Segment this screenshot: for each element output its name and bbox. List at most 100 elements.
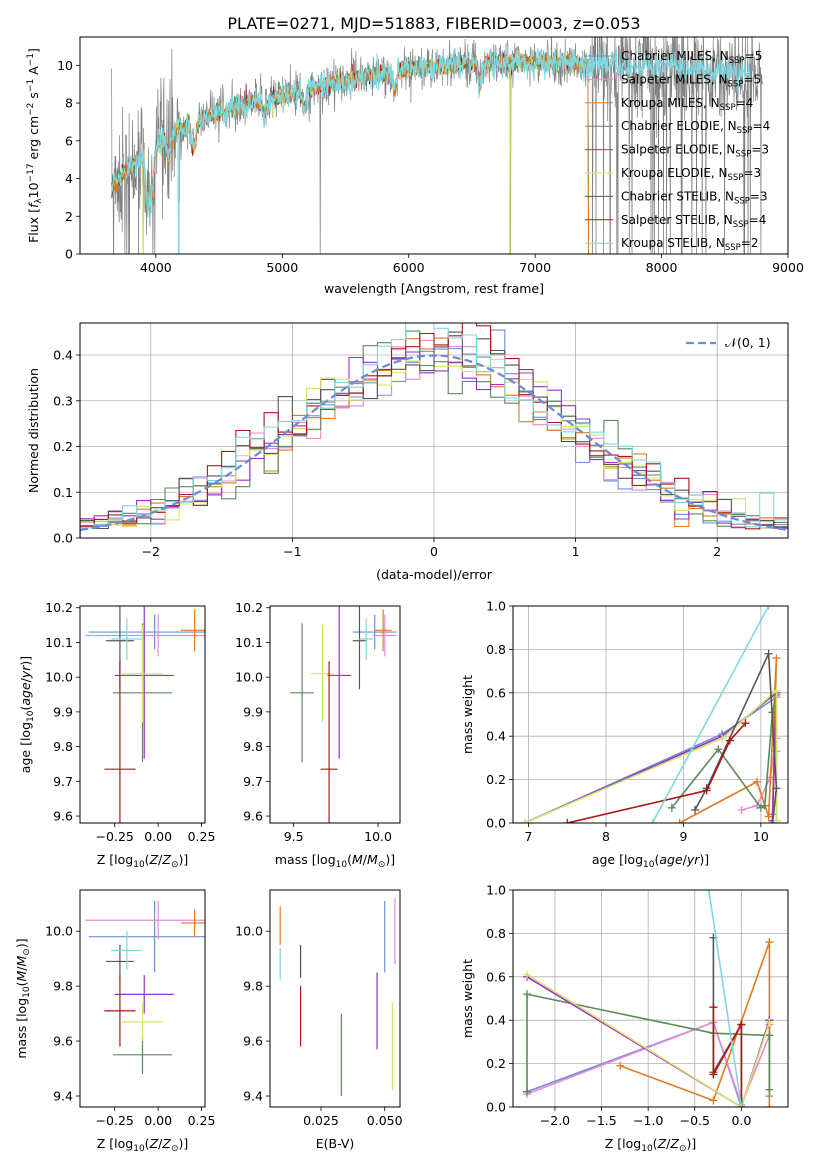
x-tick-label: 0.00 — [144, 1113, 172, 1128]
series-marker-chabrier_elodie — [714, 745, 723, 754]
label-part: Z — [149, 1136, 159, 1151]
x-tick-label: −0.25 — [96, 829, 134, 844]
weight_vs_age-ylabel: mass weight — [460, 675, 475, 754]
series-line-kroupa_elodie — [526, 973, 771, 1107]
legend-text: Salpeter STELIB, N — [621, 213, 733, 227]
legend-value: =5 — [743, 72, 761, 86]
label-part: s — [26, 92, 41, 103]
weight_vs_z-ylabel: mass weight — [460, 959, 475, 1038]
age_vs_z-plot — [85, 606, 205, 823]
legend-label: Salpeter STELIB, NSSP=4 — [621, 213, 766, 230]
y-tick-label: 0.6 — [486, 969, 506, 984]
legend-sub: SSP — [733, 220, 749, 230]
x-tick-label: 0.025 — [303, 1113, 339, 1128]
label-part: / — [18, 677, 33, 682]
legend-value: =5 — [745, 49, 763, 63]
legend-label: Chabrier STELIB, NSSP=3 — [621, 189, 768, 206]
figure-title: PLATE=0271, MJD=51883, FIBERID=0003, z=0… — [227, 14, 640, 33]
label-part: M — [352, 852, 363, 867]
label-part: 10 — [336, 860, 348, 870]
label-part: 10 — [133, 860, 145, 870]
legend-sub: SSP — [735, 150, 751, 160]
legend-sub: SSP — [729, 56, 745, 66]
label-part: age — [659, 852, 683, 867]
label-part: ( — [347, 852, 352, 867]
mass-vs-z-ylabel: mass [log10(M/M⊙)] — [14, 938, 32, 1058]
residuals-xlabel: (data-model)/error — [376, 567, 493, 582]
series-marker-kroupa_elodie — [520, 819, 529, 823]
y-tick-label: 0.2 — [53, 439, 73, 454]
mass-vs-z-xlabel: Z [log10(Z/Z⊙)] — [97, 1136, 189, 1154]
series-marker-salpeter_stelib — [741, 719, 750, 728]
y-tick-label: 0.3 — [53, 393, 73, 408]
mass_vs_z-plot — [85, 900, 205, 1075]
legend-sub: SSP — [720, 103, 736, 113]
y-tick-label: 0.8 — [486, 926, 506, 941]
label-part: )] — [178, 852, 188, 867]
x-tick-label: 10 — [753, 829, 769, 844]
y-tick-label: 9.8 — [243, 979, 263, 994]
label-part: Z [log — [97, 852, 133, 867]
label-part: −17 — [26, 163, 36, 182]
spectrum-axes: 4000 5000 6000 7000 8000 9000 0 2 4 6 8 10 — [57, 58, 804, 275]
x-tick-label: −1.0 — [633, 1113, 663, 1128]
y-tick-label: 10.1 — [235, 635, 263, 650]
age-vs-z-ylabel: age [log10(age/yr)] — [18, 656, 36, 773]
series-marker-chabrier_stelib — [764, 649, 773, 658]
y-tick-label: 9.9 — [243, 704, 263, 719]
series-marker-kroupa_elodie — [522, 970, 531, 979]
legend-label: Salpeter MILES, NSSP=5 — [621, 72, 761, 89]
label-part: 10 — [641, 1144, 653, 1154]
y-tick-label: 8 — [65, 96, 73, 111]
label-part: ( — [18, 706, 33, 711]
x-tick-label: −0.5 — [680, 1113, 710, 1128]
y-tick-label: 0.6 — [486, 685, 506, 700]
label-part: / — [158, 1136, 163, 1151]
series-marker-salpeter_stelib — [709, 1003, 718, 1012]
spectrum-frame — [79, 36, 789, 255]
series-marker-chabrier_elodie — [522, 990, 531, 999]
series-marker-salpeter_stelib — [702, 786, 711, 795]
series-marker-chabrier_stelib — [691, 805, 700, 814]
label-part: )] — [178, 1136, 188, 1151]
y-tick-label: 0.0 — [53, 531, 73, 546]
series-marker-kroupa_miles — [616, 1061, 625, 1070]
y-tick-label: 10 — [57, 58, 73, 73]
legend-sub: SSP — [728, 79, 744, 89]
x-tick-label: 0.050 — [367, 1113, 403, 1128]
series-marker-salpeter_stelib — [725, 736, 734, 745]
label-part: Z — [657, 1136, 667, 1151]
mass_vs_z-frame — [79, 889, 206, 1108]
label-part: / — [14, 966, 29, 971]
legend-text: Salpeter ELODIE, N — [621, 143, 735, 157]
legend-text: Kroupa STELIB, N — [621, 236, 725, 250]
series-marker-chabrier_elodie — [765, 1085, 774, 1094]
y-tick-label: 0 — [65, 247, 73, 262]
legend-value: =4 — [753, 119, 771, 133]
mass_vs_z-axes: −0.25 0.00 0.25 9.4 9.6 9.8 10.0 — [45, 924, 215, 1128]
weight_vs_z-frame — [512, 889, 789, 1108]
label-part: 10 — [26, 710, 36, 722]
label-part: ⊙ — [679, 1144, 687, 1154]
x-tick-label: −0.25 — [96, 1113, 134, 1128]
label-part: M — [14, 955, 29, 966]
label-part: / — [158, 852, 163, 867]
series-marker-kroupa_stelib — [648, 819, 657, 823]
y-tick-label: 9.4 — [53, 1089, 73, 1104]
legend-label: Salpeter ELODIE, NSSP=3 — [621, 143, 769, 160]
data-spectrum — [111, 37, 763, 254]
x-tick-label: 8 — [602, 829, 610, 844]
residuals-frame — [79, 322, 789, 539]
legend-text: Salpeter MILES, N — [621, 72, 728, 86]
label-part: Z — [669, 1136, 679, 1151]
y-tick-label: 9.6 — [243, 809, 263, 824]
label-part: Flux [ — [26, 208, 41, 243]
label-part: −2 — [26, 103, 36, 116]
label-part: ⊙ — [171, 1144, 179, 1154]
age_vs_mass-axes: 9.5 10.0 9.6 9.7 9.8 9.9 10.0 10.1 10.2 — [235, 600, 392, 844]
histogram-kroupa_stelib — [80, 323, 788, 538]
y-tick-label: 10.0 — [235, 670, 263, 685]
label-part: −1 — [26, 79, 36, 92]
series-marker-chabrier_elodie — [765, 1031, 774, 1040]
